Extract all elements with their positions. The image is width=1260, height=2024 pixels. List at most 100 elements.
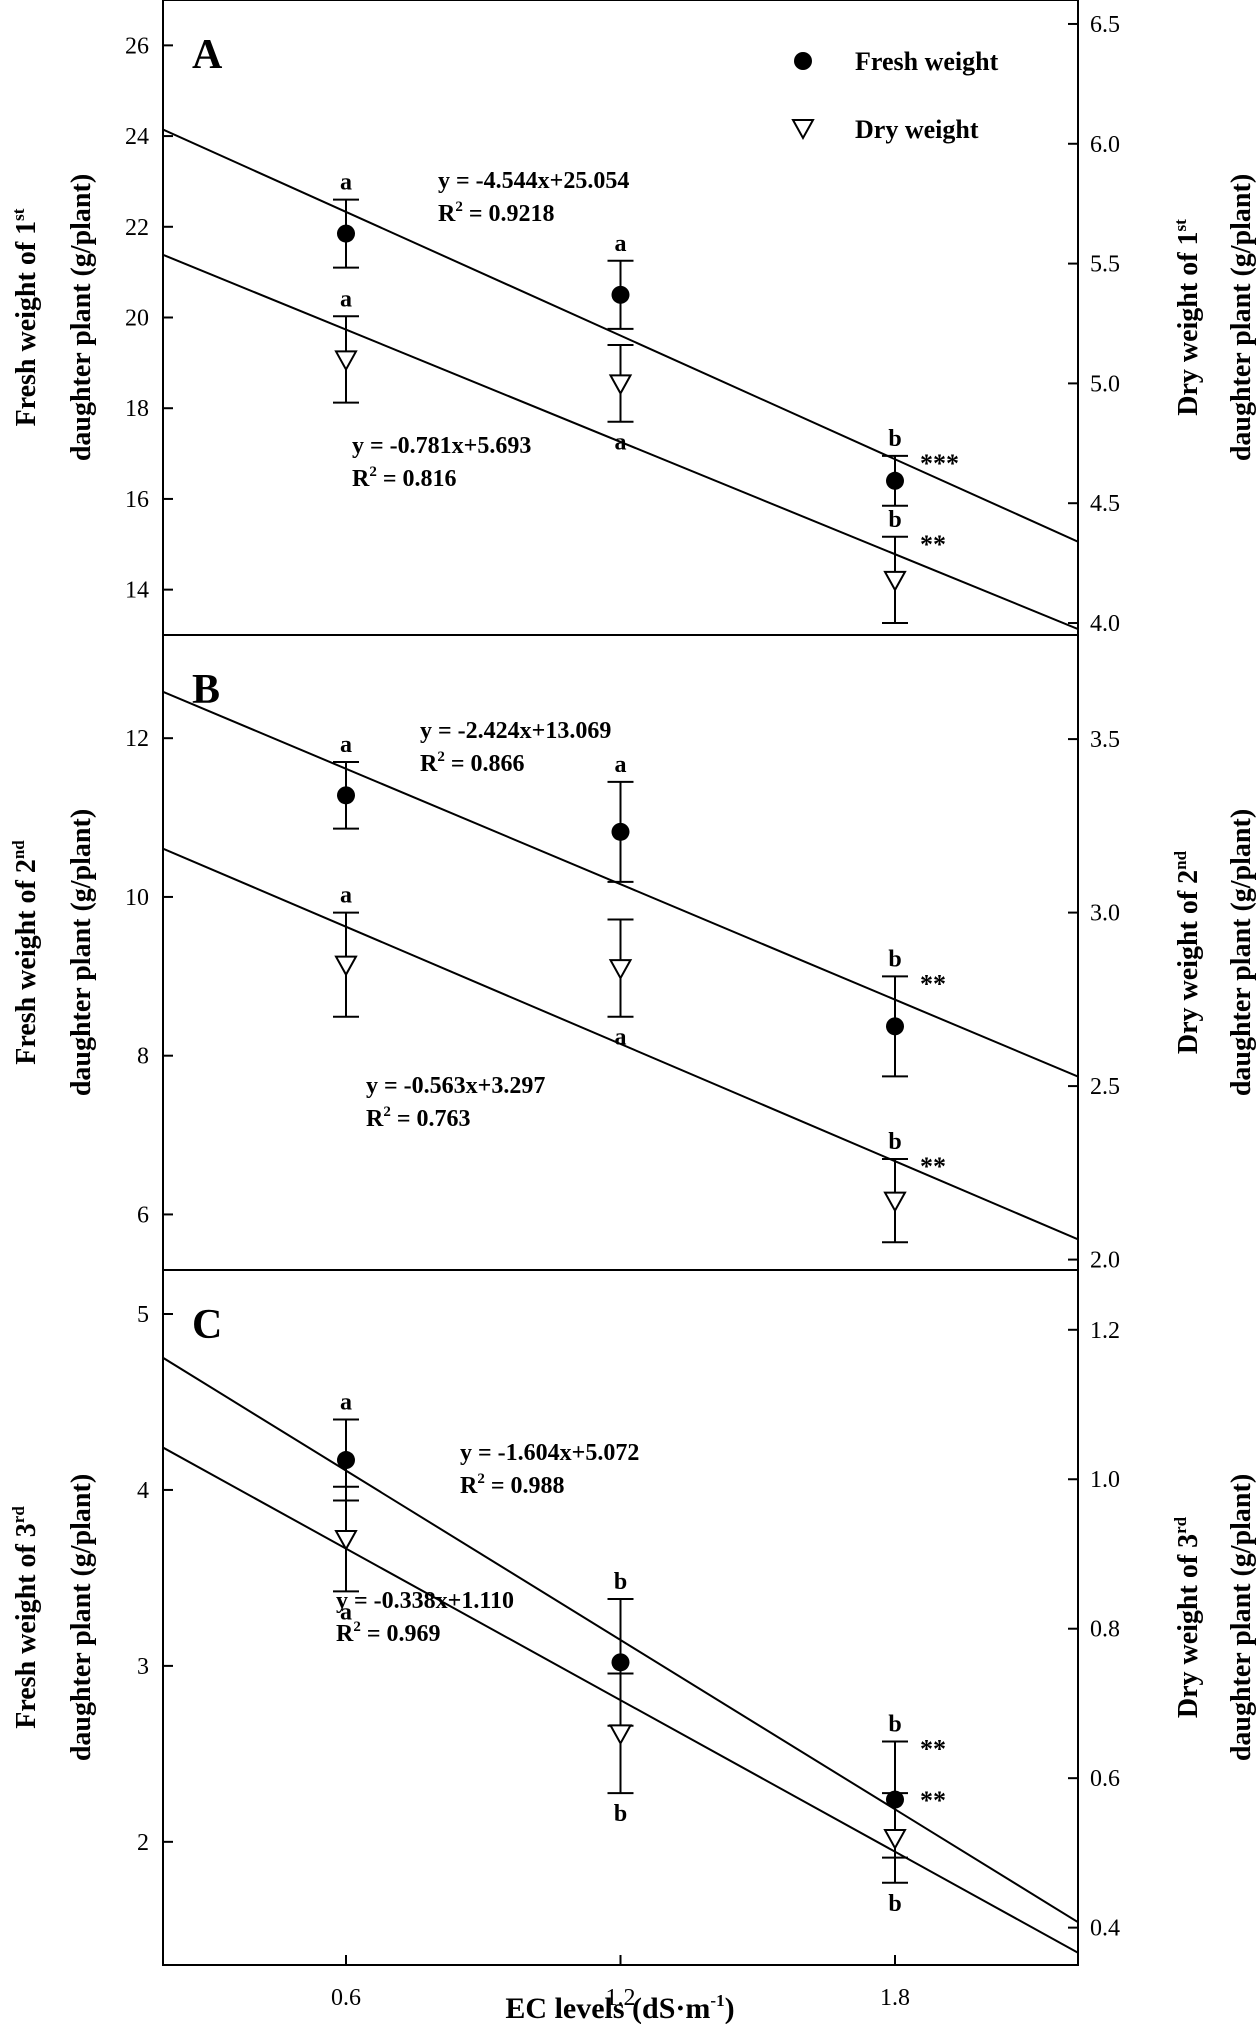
left-tick-label: 26 (125, 33, 149, 59)
r-squared: R2 = 0.988 (460, 1471, 565, 1499)
x-tick-label: 1.8 (880, 1985, 910, 2011)
left-tick-label: 3 (137, 1654, 149, 1680)
series-dry: a b b ** y = -0.338x+1.110 R2 = 0.969 (163, 1446, 1078, 1954)
left-axis-title: Fresh weight of 1st daughter plant (g/pla… (9, 174, 97, 461)
x-tick-label: 0.6 (331, 1985, 361, 2011)
significance-letter: b (888, 1712, 901, 1738)
significance-letter: a (340, 1599, 352, 1625)
r-squared: R2 = 0.969 (336, 1619, 441, 1647)
right-tick-label: 0.8 (1090, 1617, 1120, 1643)
significance-stars: *** (920, 449, 959, 478)
right-tick-label: 0.4 (1090, 1916, 1120, 1942)
legend-marker-dry (791, 119, 815, 141)
r-squared: R2 = 0.9218 (438, 199, 555, 227)
left-tick-label: 20 (125, 306, 149, 332)
x-tick-label: 1.2 (606, 1985, 636, 2011)
svg-text:Dry weight of 3rd: Dry weight of 3rd (1171, 1516, 1204, 1718)
r-squared: R2 = 0.866 (420, 749, 525, 777)
regression-equation: y = -2.424x+13.069 (420, 718, 611, 744)
significance-stars: ** (920, 1786, 946, 1815)
right-tick-label: 0.6 (1090, 1766, 1120, 1792)
dry-weight-point (334, 350, 358, 372)
series-fresh: a a b *** y = -4.544x+25.054 R2 = 0.9218 (163, 128, 1078, 543)
significance-letter: b (614, 1801, 627, 1827)
svg-text:Fresh weight of 2nd: Fresh weight of 2nd (9, 840, 42, 1065)
right-axis-title: Dry weight of 2nd daughter plant (g/plant… (1171, 809, 1257, 1096)
fresh-weight-point (337, 224, 355, 243)
panel-letter: C (192, 1302, 222, 1348)
left-tick-label: 5 (137, 1302, 149, 1328)
significance-letter: b (888, 507, 901, 533)
svg-text:daughter plant (g/plant): daughter plant (g/plant) (1226, 174, 1257, 461)
left-tick-label: 22 (125, 215, 149, 241)
regression-equation: y = -1.604x+5.072 (460, 1440, 639, 1466)
regression-equation: y = -0.563x+3.297 (366, 1073, 545, 1099)
right-tick-label: 1.2 (1090, 1318, 1120, 1344)
svg-text:daughter plant (g/plant): daughter plant (g/plant) (66, 809, 97, 1096)
r-squared: R2 = 0.763 (366, 1104, 471, 1132)
series-fresh: a b b ** y = -1.604x+5.072 R2 = 0.988 (163, 1356, 1078, 1924)
significance-letter: b (888, 426, 901, 452)
left-tick-label: 10 (125, 885, 149, 911)
x-axis-title: EC levels (dS·m-1) (505, 1991, 734, 2024)
significance-letter: b (888, 1891, 901, 1917)
significance-letter: a (615, 1025, 627, 1051)
significance-letter: a (340, 286, 352, 312)
dry-weight-point (334, 1530, 358, 1552)
series-fresh: a a b ** y = -2.424x+13.069 R2 = 0.866 (163, 690, 1078, 1078)
series-dry: a a b ** y = -0.563x+3.297 R2 = 0.763 (163, 847, 1078, 1244)
left-tick-label: 14 (125, 578, 149, 604)
right-axis-title: Dry weight of 1st daughter plant (g/plant… (1171, 174, 1257, 461)
svg-text:daughter plant (g/plant): daughter plant (g/plant) (66, 1474, 97, 1761)
regression-equation: y = -4.544x+25.054 (438, 168, 629, 194)
significance-letter: b (888, 1129, 901, 1155)
fresh-weight-point (337, 786, 355, 805)
regression-line (163, 847, 1078, 1241)
left-axis-title: Fresh weight of 3rd daughter plant (g/pla… (9, 1474, 97, 1761)
dry-weight-point (608, 374, 633, 396)
significance-stars: ** (920, 969, 946, 998)
right-tick-label: 3.0 (1090, 901, 1120, 927)
right-tick-label: 2.0 (1090, 1248, 1120, 1274)
right-tick-label: 4.0 (1090, 611, 1120, 637)
svg-text:daughter plant (g/plant): daughter plant (g/plant) (1226, 1474, 1257, 1761)
significance-stars: ** (920, 530, 946, 559)
fresh-weight-point (886, 471, 904, 490)
r-squared: R2 = 0.816 (352, 464, 457, 492)
right-axis-title: Dry weight of 3rd daughter plant (g/plant… (1171, 1474, 1257, 1761)
legend-label: Dry weight (855, 115, 979, 144)
right-tick-label: 6.5 (1090, 12, 1120, 38)
dry-weight-point (883, 1191, 907, 1213)
significance-letter: b (614, 1569, 627, 1595)
legend-label: Fresh weight (855, 47, 999, 76)
right-tick-label: 6.0 (1090, 132, 1120, 158)
fresh-weight-point (611, 1653, 630, 1672)
left-tick-label: 8 (137, 1044, 149, 1070)
panel-a: 14 16 18 20 22 24 26 4.0 4.5 5.0 5.5 6.0 6.5 A Fresh w… (9, 0, 1257, 637)
svg-text:daughter plant (g/plant): daughter plant (g/plant) (1226, 809, 1257, 1096)
significance-letter: a (615, 231, 627, 257)
left-tick-label: 4 (137, 1478, 149, 1504)
left-tick-label: 12 (125, 726, 149, 752)
dry-weight-point (334, 955, 358, 977)
left-axis-title: Fresh weight of 2nd daughter plant (g/pla… (9, 809, 97, 1096)
left-tick-label: 16 (125, 487, 149, 513)
dry-weight-point (883, 1828, 907, 1851)
panel-letter: A (192, 32, 223, 78)
svg-text:daughter plant (g/plant): daughter plant (g/plant) (66, 174, 97, 461)
regression-line (163, 128, 1078, 543)
left-tick-label: 6 (137, 1202, 149, 1228)
dry-weight-point (608, 959, 633, 981)
svg-text:Fresh weight of 1st: Fresh weight of 1st (9, 208, 42, 426)
fresh-weight-point (886, 1017, 904, 1036)
series-dry: a a b ** y = -0.781x+5.693 R2 = 0.816 (163, 253, 1078, 630)
svg-text:Dry weight of 1st: Dry weight of 1st (1171, 219, 1204, 416)
right-tick-label: 4.5 (1090, 491, 1120, 517)
left-tick-label: 2 (137, 1830, 149, 1856)
legend-marker-fresh (794, 52, 812, 70)
significance-letter: a (615, 430, 627, 456)
right-tick-label: 5.5 (1090, 252, 1120, 278)
right-tick-label: 5.0 (1090, 371, 1120, 397)
